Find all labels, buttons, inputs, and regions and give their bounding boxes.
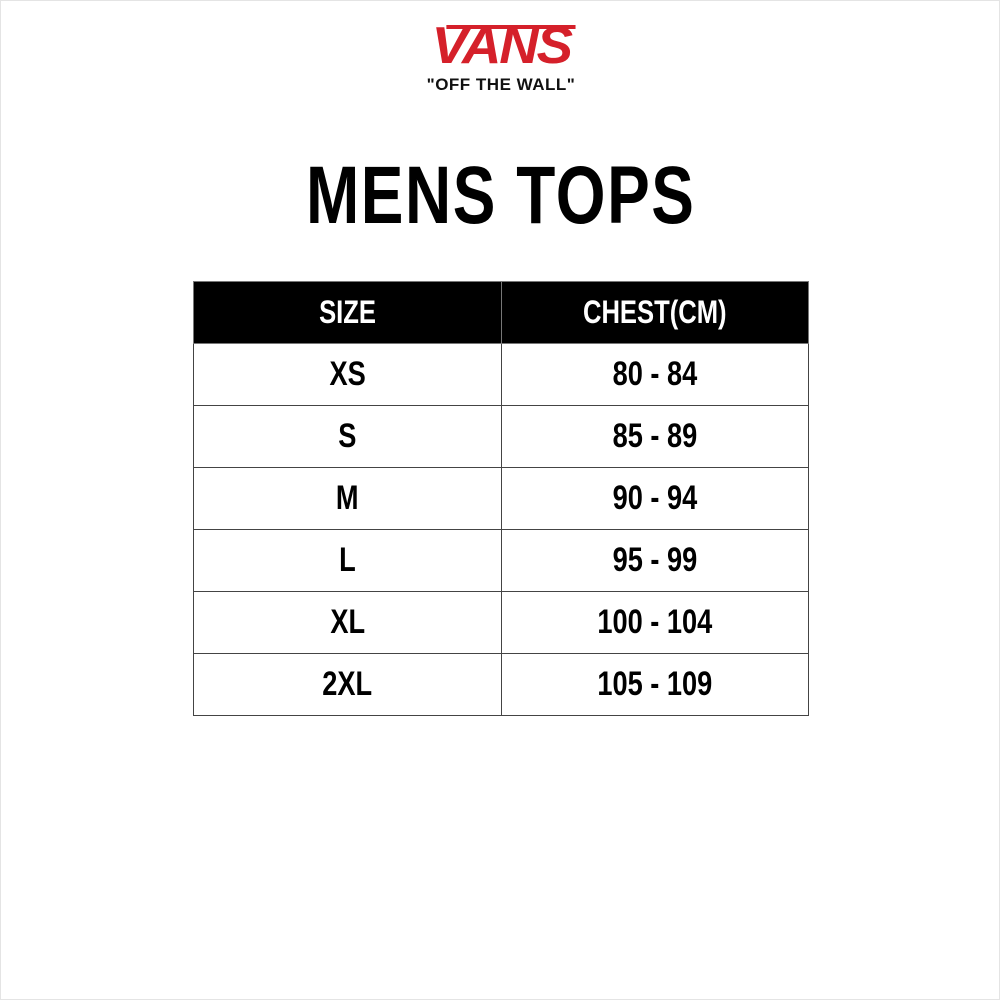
size-cell: L <box>193 529 502 592</box>
chest-cell: 80 - 84 <box>501 343 809 406</box>
header-size: SIZE <box>193 281 502 344</box>
page-title: MENS TOPS <box>306 150 696 241</box>
brand-tagline: "OFF THE WALL" <box>426 75 576 94</box>
size-chart-table: SIZE CHEST(CM) XS 80 - 84 S 85 - 89 M 90 - 94… <box>193 281 809 716</box>
size-cell: 2XL <box>193 653 502 716</box>
chest-cell: 100 - 104 <box>501 591 809 654</box>
size-cell: M <box>193 467 502 530</box>
vans-logo: VANS "OFF THE WALL" <box>1 17 1000 95</box>
size-cell: XL <box>193 591 502 654</box>
chest-cell: 85 - 89 <box>501 405 809 468</box>
chest-cell: 90 - 94 <box>501 467 809 530</box>
chest-cell: 95 - 99 <box>501 529 809 592</box>
header-chest: CHEST(CM) <box>501 281 809 344</box>
table-row: S 85 - 89 <box>193 405 809 468</box>
table-row: XL 100 - 104 <box>193 591 809 654</box>
size-cell: S <box>193 405 502 468</box>
brand-wordmark: VANS <box>431 17 575 75</box>
table-row: 2XL 105 - 109 <box>193 653 809 716</box>
table-row: XS 80 - 84 <box>193 343 809 406</box>
size-cell: XS <box>193 343 502 406</box>
table-row: L 95 - 99 <box>193 529 809 592</box>
table-header-row: SIZE CHEST(CM) <box>193 281 809 344</box>
table-row: M 90 - 94 <box>193 467 809 530</box>
chest-cell: 105 - 109 <box>501 653 809 716</box>
